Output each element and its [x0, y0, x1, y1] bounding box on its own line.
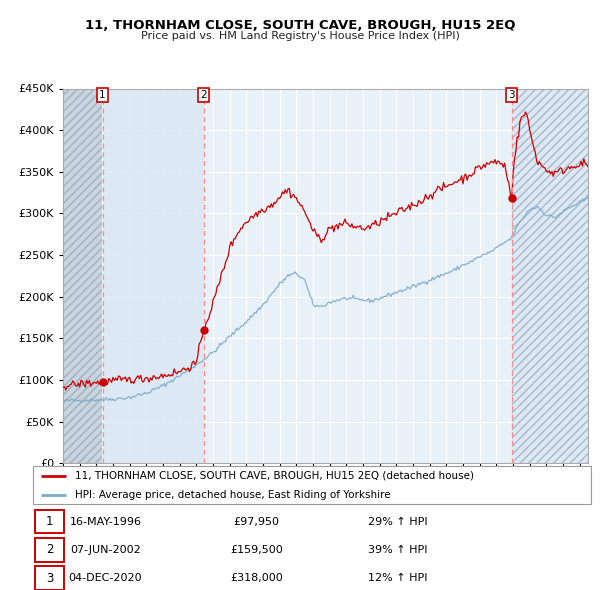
- Text: 29% ↑ HPI: 29% ↑ HPI: [368, 517, 427, 526]
- Bar: [512, 88, 588, 463]
- Text: 3: 3: [46, 572, 53, 585]
- Text: 04-DEC-2020: 04-DEC-2020: [69, 573, 142, 583]
- Bar: [512, 88, 588, 463]
- Bar: [63, 88, 103, 463]
- Text: 2: 2: [200, 90, 207, 100]
- Text: 3: 3: [508, 90, 515, 100]
- Text: 07-JUN-2002: 07-JUN-2002: [70, 545, 141, 555]
- Text: 2: 2: [46, 543, 53, 556]
- Bar: [103, 88, 203, 463]
- Bar: [35, 510, 64, 533]
- Text: Price paid vs. HM Land Registry's House Price Index (HPI): Price paid vs. HM Land Registry's House …: [140, 31, 460, 41]
- Text: £318,000: £318,000: [230, 573, 283, 583]
- Text: £97,950: £97,950: [233, 517, 279, 526]
- Bar: [35, 538, 64, 562]
- Text: 39% ↑ HPI: 39% ↑ HPI: [368, 545, 427, 555]
- Text: 1: 1: [99, 90, 106, 100]
- Text: 12% ↑ HPI: 12% ↑ HPI: [368, 573, 427, 583]
- Text: £159,500: £159,500: [230, 545, 283, 555]
- Text: 11, THORNHAM CLOSE, SOUTH CAVE, BROUGH, HU15 2EQ (detached house): 11, THORNHAM CLOSE, SOUTH CAVE, BROUGH, …: [75, 471, 474, 481]
- Bar: [35, 566, 64, 590]
- Text: 11, THORNHAM CLOSE, SOUTH CAVE, BROUGH, HU15 2EQ: 11, THORNHAM CLOSE, SOUTH CAVE, BROUGH, …: [85, 19, 515, 32]
- Text: HPI: Average price, detached house, East Riding of Yorkshire: HPI: Average price, detached house, East…: [75, 490, 391, 500]
- Text: 16-MAY-1996: 16-MAY-1996: [70, 517, 142, 526]
- Text: 1: 1: [46, 515, 53, 528]
